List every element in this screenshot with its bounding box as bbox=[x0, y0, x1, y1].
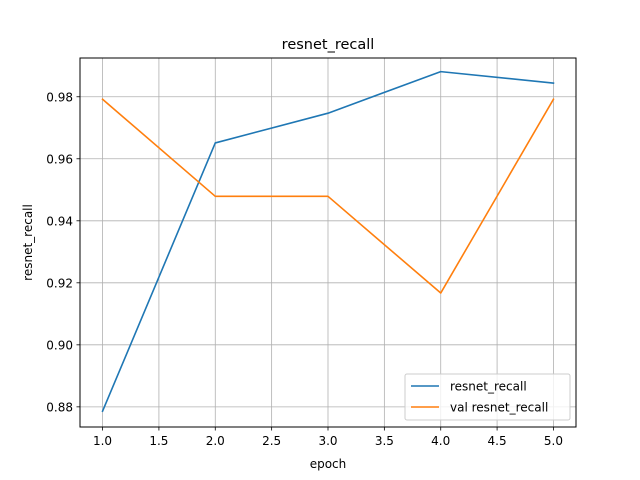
y-tick-label: 0.88 bbox=[46, 400, 73, 414]
x-tick-label: 2.0 bbox=[206, 434, 225, 448]
y-tick-label: 0.92 bbox=[46, 276, 73, 290]
x-tick-label: 3.5 bbox=[375, 434, 394, 448]
x-axis-label: epoch bbox=[310, 457, 347, 471]
y-tick-label: 0.96 bbox=[46, 152, 73, 166]
x-tick-label: 5.0 bbox=[544, 434, 563, 448]
series-line-2 bbox=[101, 98, 555, 294]
series-lines bbox=[101, 70, 555, 413]
x-tick-label: 4.5 bbox=[488, 434, 507, 448]
x-tick-label: 3.0 bbox=[318, 434, 337, 448]
y-axis-ticks: 0.88 0.90 0.92 0.94 0.96 0.98 bbox=[46, 90, 80, 414]
y-axis-label: resnet_recall bbox=[21, 204, 35, 281]
series-line-1 bbox=[101, 70, 555, 413]
legend-label-2: val resnet_recall bbox=[450, 401, 548, 415]
x-tick-label: 4.0 bbox=[431, 434, 450, 448]
x-tick-label: 1.5 bbox=[149, 434, 168, 448]
legend-label-1: resnet_recall bbox=[450, 380, 527, 394]
y-tick-label: 0.94 bbox=[46, 214, 73, 228]
y-tick-label: 0.90 bbox=[46, 338, 73, 352]
y-tick-label: 0.98 bbox=[46, 90, 73, 104]
x-tick-label: 2.5 bbox=[262, 434, 281, 448]
legend-box bbox=[404, 373, 571, 421]
chart-title: resnet_recall bbox=[282, 37, 375, 53]
x-tick-label: 1.0 bbox=[93, 434, 112, 448]
x-axis-ticks: 1.0 1.5 2.0 2.5 3.0 3.5 4.0 4.5 5.0 bbox=[93, 427, 563, 448]
